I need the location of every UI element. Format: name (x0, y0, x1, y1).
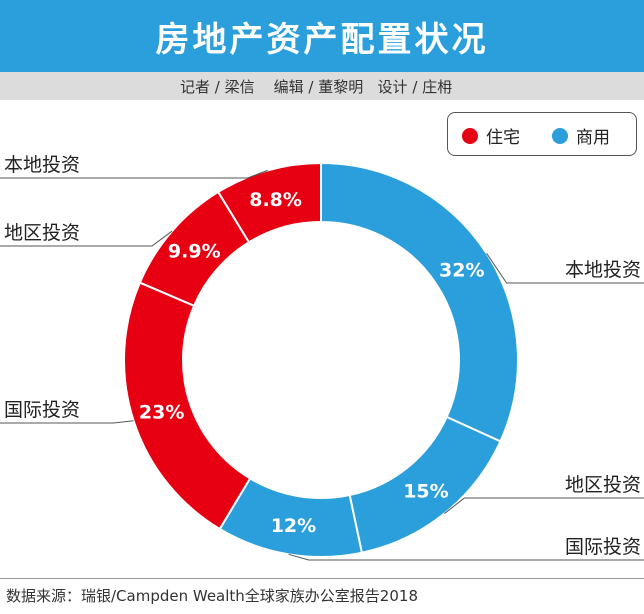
slice-value-label-1: 15% (403, 481, 448, 503)
donut-slice-0 (320, 161, 519, 443)
source-footer: 数据来源：瑞银/Campden Wealth全球家族办公室报告2018 (0, 578, 644, 614)
source-text: 数据来源：瑞银/Campden Wealth全球家族办公室报告2018 (6, 587, 418, 605)
credit-line: 记者 / 梁信 编辑 / 董黎明 设计 / 庄枏 (180, 78, 453, 96)
slice-value-label-4: 9.9% (168, 240, 221, 262)
category-label-0: 本地投资 (565, 259, 641, 281)
legend-item-residential: 住宅 (462, 123, 520, 148)
slice-value-label-5: 8.8% (249, 189, 302, 211)
chart-title: 房地产资产配置状况 (155, 19, 489, 60)
slice-value-label-0: 32% (439, 259, 484, 281)
legend-swatch-commercial (552, 127, 568, 144)
legend-label-residential: 住宅 (486, 128, 520, 148)
slice-value-label-2: 12% (271, 515, 316, 537)
slice-value-label-3: 23% (139, 402, 184, 424)
leader-line-4 (0, 230, 173, 247)
category-label-4: 地区投资 (4, 222, 80, 244)
legend-swatch-residential (462, 127, 478, 144)
credit-bar: 记者 / 梁信 编辑 / 董黎明 设计 / 庄枏 (0, 72, 644, 100)
category-label-2: 国际投资 (565, 536, 641, 558)
legend-item-commercial: 商用 (552, 123, 610, 148)
legend-label-commercial: 商用 (576, 128, 610, 148)
category-label-1: 地区投资 (565, 474, 641, 496)
category-label-5: 本地投资 (4, 154, 80, 176)
leader-line-1 (444, 497, 644, 514)
header-bar: 房地产资产配置状况 (0, 0, 644, 72)
leader-line-5 (0, 169, 268, 179)
leader-line-0 (486, 253, 644, 284)
legend: 住宅 商用 (447, 112, 637, 156)
donut-slice-5 (216, 161, 322, 244)
category-label-3: 国际投资 (4, 399, 80, 421)
leader-line-3 (0, 420, 134, 424)
leader-line-2 (288, 553, 644, 561)
